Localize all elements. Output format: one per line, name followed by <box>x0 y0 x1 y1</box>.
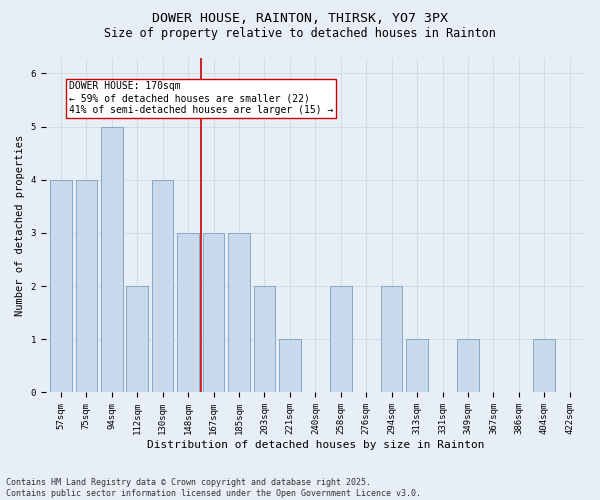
X-axis label: Distribution of detached houses by size in Rainton: Distribution of detached houses by size … <box>146 440 484 450</box>
Bar <box>50 180 72 392</box>
Bar <box>330 286 352 393</box>
Bar <box>533 340 555 392</box>
Text: DOWER HOUSE, RAINTON, THIRSK, YO7 3PX: DOWER HOUSE, RAINTON, THIRSK, YO7 3PX <box>152 12 448 26</box>
Bar <box>203 233 224 392</box>
Bar <box>381 286 403 393</box>
Bar <box>279 340 301 392</box>
Bar <box>254 286 275 393</box>
Text: Contains HM Land Registry data © Crown copyright and database right 2025.
Contai: Contains HM Land Registry data © Crown c… <box>6 478 421 498</box>
Bar <box>127 286 148 393</box>
Y-axis label: Number of detached properties: Number of detached properties <box>15 134 25 316</box>
Bar <box>152 180 173 392</box>
Bar <box>457 340 479 392</box>
Text: DOWER HOUSE: 170sqm
← 59% of detached houses are smaller (22)
41% of semi-detach: DOWER HOUSE: 170sqm ← 59% of detached ho… <box>68 82 333 114</box>
Bar <box>228 233 250 392</box>
Text: Size of property relative to detached houses in Rainton: Size of property relative to detached ho… <box>104 28 496 40</box>
Bar <box>101 126 122 392</box>
Bar <box>406 340 428 392</box>
Bar <box>178 233 199 392</box>
Bar <box>76 180 97 392</box>
